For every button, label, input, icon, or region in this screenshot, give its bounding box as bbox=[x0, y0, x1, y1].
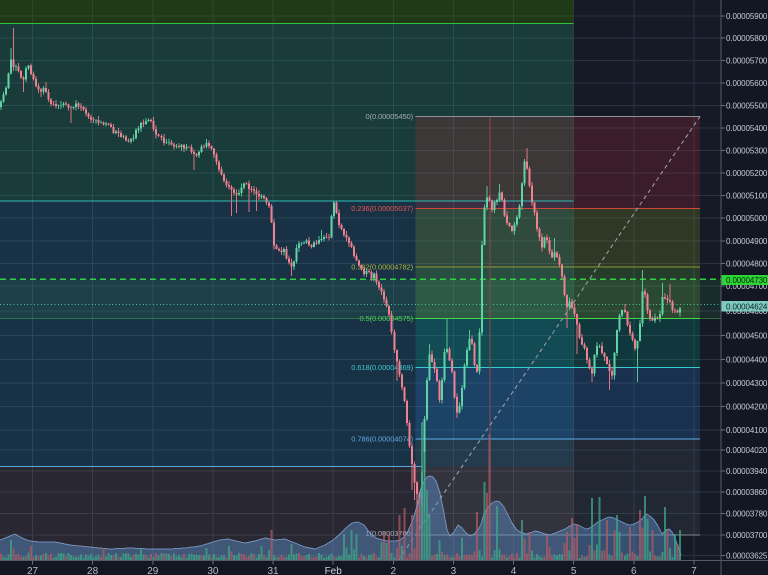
svg-text:0.00005200: 0.00005200 bbox=[726, 169, 768, 178]
svg-text:0.00004200: 0.00004200 bbox=[726, 403, 768, 412]
svg-text:28: 28 bbox=[87, 566, 99, 575]
svg-text:0(0.00005450): 0(0.00005450) bbox=[366, 112, 414, 121]
svg-text:7: 7 bbox=[691, 566, 697, 575]
svg-text:0.00004020: 0.00004020 bbox=[726, 446, 768, 455]
svg-text:2: 2 bbox=[391, 566, 397, 575]
svg-text:0.00005100: 0.00005100 bbox=[726, 192, 768, 201]
svg-text:0.00005000: 0.00005000 bbox=[726, 214, 768, 223]
svg-text:31: 31 bbox=[267, 566, 279, 575]
svg-text:0.5(0.00004575): 0.5(0.00004575) bbox=[359, 314, 413, 323]
svg-text:0.00004100: 0.00004100 bbox=[726, 426, 768, 435]
svg-text:0.00003625: 0.00003625 bbox=[726, 552, 768, 561]
svg-text:0.00004500: 0.00004500 bbox=[726, 331, 768, 340]
svg-text:0.00003700: 0.00003700 bbox=[726, 531, 768, 540]
svg-text:4: 4 bbox=[511, 566, 517, 575]
svg-text:0.786(0.00004074): 0.786(0.00004074) bbox=[351, 435, 413, 444]
svg-text:0.00003860: 0.00003860 bbox=[726, 488, 768, 497]
svg-text:6: 6 bbox=[631, 566, 637, 575]
svg-text:0.00005300: 0.00005300 bbox=[726, 147, 768, 156]
svg-text:0.382(0.00004782): 0.382(0.00004782) bbox=[351, 263, 413, 272]
svg-text:27: 27 bbox=[27, 566, 39, 575]
svg-text:0.00004900: 0.00004900 bbox=[726, 237, 768, 246]
svg-text:Feb: Feb bbox=[325, 566, 343, 575]
svg-text:3: 3 bbox=[451, 566, 457, 575]
svg-text:0.00004800: 0.00004800 bbox=[726, 259, 768, 268]
svg-text:0.00004300: 0.00004300 bbox=[726, 379, 768, 388]
svg-text:0.00004700: 0.00004700 bbox=[726, 282, 768, 291]
svg-text:29: 29 bbox=[147, 566, 159, 575]
svg-text:5: 5 bbox=[571, 566, 577, 575]
svg-text:0.00005400: 0.00005400 bbox=[726, 124, 768, 133]
svg-text:0.00005900: 0.00005900 bbox=[726, 12, 768, 21]
svg-text:30: 30 bbox=[207, 566, 219, 575]
svg-text:0.00005800: 0.00005800 bbox=[726, 34, 768, 43]
svg-text:0.00005600: 0.00005600 bbox=[726, 79, 768, 88]
svg-text:0.00004730: 0.00004730 bbox=[726, 276, 768, 285]
svg-text:0.618(0.00004369): 0.618(0.00004369) bbox=[351, 363, 413, 372]
svg-text:0.00004624: 0.00004624 bbox=[726, 302, 768, 311]
svg-text:0.00005700: 0.00005700 bbox=[726, 57, 768, 66]
svg-text:0.00005500: 0.00005500 bbox=[726, 102, 768, 111]
svg-text:0.00004400: 0.00004400 bbox=[726, 356, 768, 365]
svg-text:1(0.00003700): 1(0.00003700) bbox=[366, 529, 414, 538]
svg-text:0.00003940: 0.00003940 bbox=[726, 467, 768, 476]
svg-text:0.00003780: 0.00003780 bbox=[726, 509, 768, 518]
svg-text:0.236(0.00005037): 0.236(0.00005037) bbox=[351, 204, 413, 213]
